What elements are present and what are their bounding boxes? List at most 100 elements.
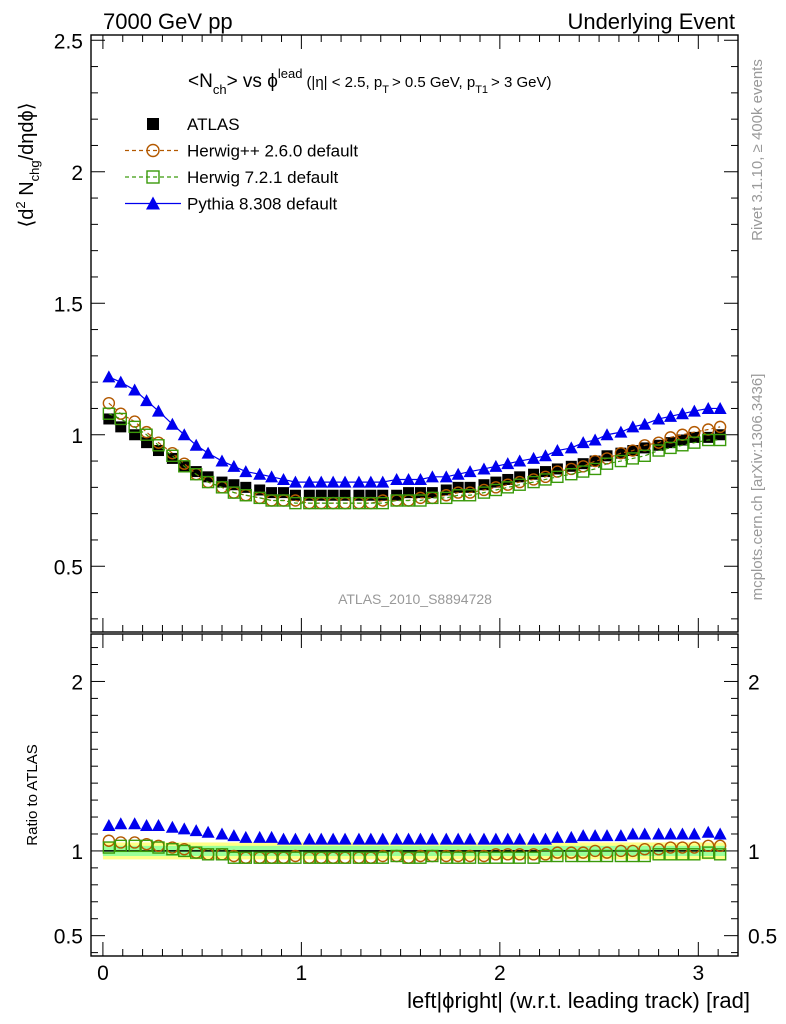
ratio-data-point <box>652 827 666 840</box>
title-cuts-b: > 0.5 GeV, p <box>392 74 475 91</box>
ratio-panel: 0.5 0.5 1 1 2 2 <box>54 633 777 957</box>
ratio-data-point <box>702 839 715 853</box>
ratio-data-point <box>527 851 540 864</box>
ratio-data-point <box>539 849 552 863</box>
ratio-data-point <box>688 848 701 861</box>
ratio-data-point <box>201 848 215 861</box>
data-point <box>240 481 252 493</box>
data-point <box>451 467 465 480</box>
data-point <box>614 446 628 460</box>
data-point <box>713 420 727 434</box>
ratio-y-tick-label-right: 0.5 <box>748 926 777 949</box>
ratio-data-point <box>227 851 241 864</box>
data-point <box>601 450 613 462</box>
ratio-data-point <box>551 849 564 863</box>
legend-label: Pythia 8.308 default <box>187 195 338 214</box>
data-point <box>489 483 503 497</box>
data-point <box>215 454 229 467</box>
ylabel-rest: /dηdϕ⟩ <box>16 102 38 160</box>
data-point <box>277 472 291 485</box>
data-point <box>114 375 128 388</box>
data-point <box>551 463 563 475</box>
data-point <box>302 475 316 488</box>
data-point <box>701 401 715 414</box>
ratio-data-point <box>614 829 628 842</box>
ratio-data-point <box>626 827 640 840</box>
ratio-y-tick-label: 1 <box>71 841 83 864</box>
ratio-data-point <box>364 832 378 845</box>
data-point <box>178 460 191 473</box>
legend-entry: Herwig 7.2.1 default <box>125 168 338 187</box>
ratio-data-point <box>253 830 267 843</box>
ratio-data-point <box>128 817 142 830</box>
ratio-data-point <box>676 848 689 861</box>
ratio-data-point <box>413 832 427 845</box>
data-point <box>140 394 154 407</box>
data-point <box>413 472 427 485</box>
ylabel-chg-sub: chg <box>27 160 42 181</box>
data-point <box>288 475 302 488</box>
data-point <box>364 475 378 488</box>
ratio-data-point <box>600 849 614 863</box>
data-point <box>327 489 339 501</box>
data-point <box>676 439 689 452</box>
ratio-data-point <box>352 832 366 845</box>
data-point <box>489 459 503 472</box>
data-point <box>477 486 491 499</box>
data-point <box>463 465 477 478</box>
ratio-data-point <box>265 830 279 843</box>
ratio-data-point <box>338 832 352 845</box>
ratio-data-point <box>565 849 578 863</box>
x-tick-label: 2 <box>494 962 506 985</box>
data-point <box>564 441 578 454</box>
data-point <box>638 417 652 430</box>
data-point <box>513 478 526 491</box>
data-point <box>390 494 403 507</box>
ratio-data-point <box>364 851 378 864</box>
data-point <box>675 407 689 420</box>
header-right: Underlying Event <box>567 9 735 34</box>
data-point <box>165 417 179 430</box>
legend-marker <box>146 170 160 184</box>
data-point <box>600 428 614 441</box>
ratio-data-point <box>289 851 302 864</box>
ratio-data-point <box>140 819 154 832</box>
data-point <box>626 420 640 433</box>
data-point <box>189 438 203 451</box>
data-point <box>129 429 141 441</box>
ratio-data-point <box>215 827 229 840</box>
ratio-data-point <box>128 839 141 853</box>
data-point <box>364 496 378 510</box>
ratio-data-point <box>513 851 526 864</box>
data-point <box>339 489 351 501</box>
ratio-frame <box>90 633 739 957</box>
data-point <box>190 466 202 478</box>
data-point <box>600 457 614 470</box>
data-point <box>440 491 453 505</box>
data-point <box>266 487 278 499</box>
data-point <box>513 454 527 467</box>
data-point <box>352 475 366 488</box>
legend-entry: ATLAS <box>147 115 240 134</box>
ratio-data-point <box>114 817 128 830</box>
ratio-data-point <box>564 830 578 843</box>
ratio-data-point <box>451 832 465 845</box>
data-point <box>227 486 241 499</box>
data-point <box>128 383 142 396</box>
data-point <box>639 442 651 454</box>
ratio-data-point <box>702 846 715 859</box>
ratio-data-point <box>501 832 515 845</box>
ratio-data-point <box>463 851 477 864</box>
ratio-data-point <box>152 841 165 854</box>
ratio-y-axis-label: Ratio to ATLAS <box>24 744 41 845</box>
data-point <box>215 481 229 494</box>
analysis-label: ATLAS_2010_S8894728 <box>338 591 492 607</box>
ratio-data-point <box>638 843 651 856</box>
rivet-label: Rivet 3.1.10, ≥ 400k events <box>749 59 766 241</box>
data-point <box>227 459 241 472</box>
ratio-data-point <box>489 832 503 845</box>
data-point <box>402 472 416 485</box>
data-point <box>702 431 714 443</box>
ratio-data-point <box>463 832 477 845</box>
